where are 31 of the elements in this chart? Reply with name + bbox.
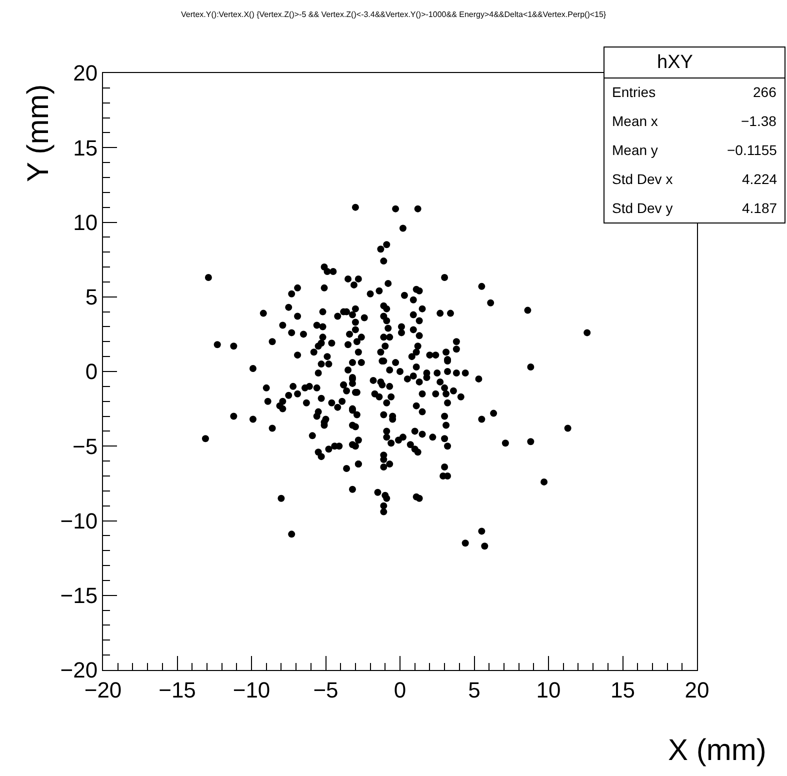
text: 266 — [753, 84, 777, 100]
x-tick-label: 10 — [536, 677, 561, 702]
annotation: Std Dev x — [612, 171, 673, 187]
x-tick-label: −10 — [232, 677, 270, 702]
x-tick-label: 15 — [610, 677, 635, 702]
y-tick-label: −15 — [60, 583, 98, 608]
y-tick-label: 0 — [85, 359, 98, 384]
x-axis-title: X (mm) — [668, 734, 766, 767]
annotation: hXY — [657, 52, 694, 73]
text: 4.187 — [742, 200, 778, 216]
chart-title: Vertex.Y():Vertex.X() {Vertex.Z()>-5 && Vertex.Z()<-3.4&&Vertex.Y()>-1000&& Energy>4&&Delta<1&&Vertex.Perp()<15} — [181, 10, 606, 19]
y-tick-label: 10 — [73, 210, 98, 235]
text: 4.224 — [742, 171, 778, 187]
annotation: Std Dev y — [612, 200, 673, 216]
annotation: Mean y — [612, 142, 658, 158]
y-tick-label: −10 — [60, 508, 98, 534]
x-tick-label: −5 — [313, 677, 338, 702]
y-axis-title: Y (mm) — [22, 84, 55, 182]
annotation: Entries — [612, 84, 656, 100]
x-tick-label: 20 — [684, 677, 710, 702]
x-tick-label: 0 — [394, 677, 406, 702]
x-tick-label: −15 — [158, 677, 196, 702]
y-tick-label: −5 — [72, 434, 98, 459]
y-tick-label: 5 — [85, 284, 98, 310]
y-tick-label: −20 — [60, 658, 98, 683]
x-tick-label: 5 — [468, 677, 480, 702]
annotation: Mean x — [612, 113, 658, 129]
text: −0.1155 — [727, 142, 778, 158]
text: −1.38 — [741, 113, 777, 129]
y-tick-label: 15 — [73, 135, 98, 160]
y-tick-label: 20 — [73, 60, 98, 86]
